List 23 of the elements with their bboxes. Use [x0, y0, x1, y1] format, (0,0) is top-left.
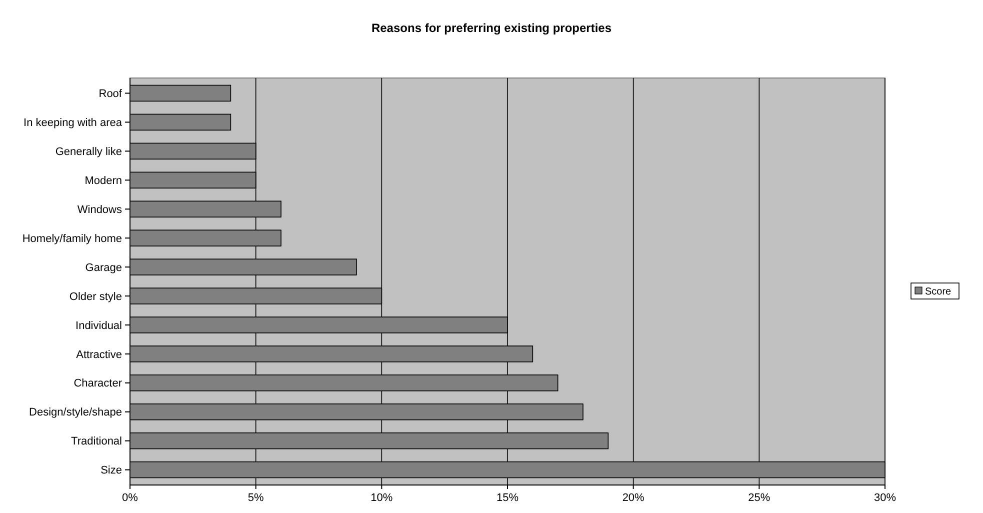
y-tick-label: Homely/family home	[22, 232, 122, 245]
x-tick-label: 0%	[122, 492, 138, 504]
y-tick-label: Individual	[76, 320, 122, 332]
y-tick-label: Windows	[77, 204, 122, 216]
y-tick-label: Traditional	[71, 436, 122, 448]
legend-label: Score	[925, 286, 952, 298]
y-tick-label: Design/style/shape	[29, 406, 122, 419]
x-tick-label: 20%	[622, 492, 645, 504]
y-tick-label: Attractive	[76, 348, 122, 361]
y-tick-label: Character	[74, 378, 122, 390]
chart-title: Reasons for preferring existing properties	[371, 21, 612, 35]
y-tick-label: Garage	[85, 262, 122, 274]
y-tick-label: In keeping with area	[24, 117, 123, 130]
x-tick-label: 10%	[370, 492, 393, 504]
y-tick-label: Size	[100, 464, 122, 477]
y-tick-label: Older style	[69, 290, 122, 303]
x-tick-label: 15%	[496, 492, 519, 504]
y-tick-label: Generally like	[55, 146, 122, 158]
x-tick-label: 25%	[748, 492, 770, 504]
x-tick-label: 30%	[874, 492, 896, 504]
x-tick-label: 5%	[248, 492, 264, 504]
y-tick-label: Roof	[98, 88, 123, 100]
y-tick-label: Modern	[84, 174, 122, 187]
